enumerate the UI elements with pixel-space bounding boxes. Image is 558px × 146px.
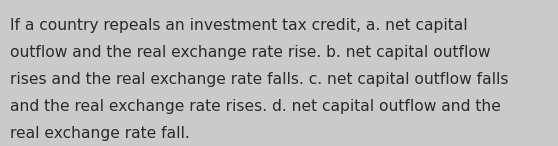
Text: and the real exchange rate rises. d. net capital outflow and the: and the real exchange rate rises. d. net… xyxy=(10,99,501,114)
Text: real exchange rate fall.: real exchange rate fall. xyxy=(10,126,190,141)
Text: rises and the real exchange rate falls. c. net capital outflow falls: rises and the real exchange rate falls. … xyxy=(10,72,508,87)
Text: outflow and the real exchange rate rise. b. net capital outflow: outflow and the real exchange rate rise.… xyxy=(10,45,490,60)
Text: If a country repeals an investment tax credit, a. net capital: If a country repeals an investment tax c… xyxy=(10,18,468,33)
